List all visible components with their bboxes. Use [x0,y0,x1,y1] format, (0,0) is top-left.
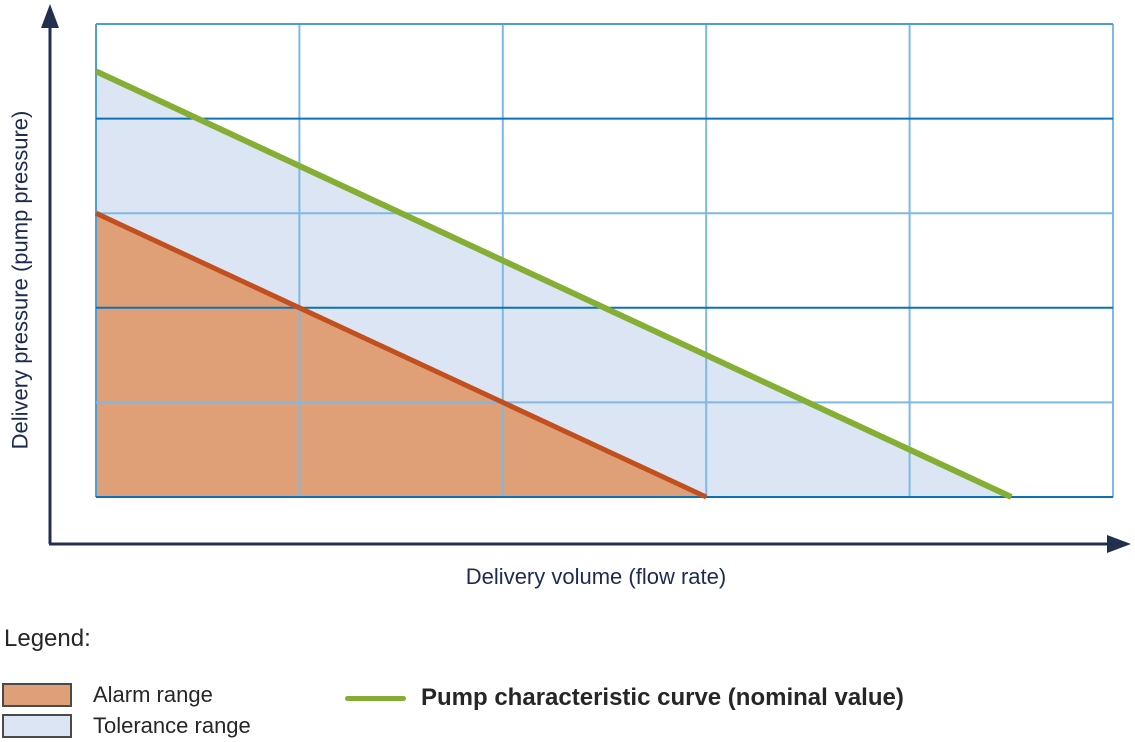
pump-curve-sample-line [345,695,406,701]
x-axis-arrow-icon [1107,535,1131,553]
alarm-range-swatch [2,683,72,707]
legend-item-tolerance-range: Tolerance range [2,713,251,739]
legend-item-alarm-range: Alarm range [2,682,213,708]
alarm-limit-line [94,210,708,500]
y-axis-label-container: Delivery pressure (pump pressure) [4,90,36,470]
pump-curve-label: Pump characteristic curve (nominal value… [421,684,904,711]
tolerance-range-swatch [2,714,72,738]
legend-title: Legend: [4,625,91,652]
x-axis-label: Delivery volume (flow rate) [465,564,727,589]
y-axis-label: Delivery pressure (pump pressure) [7,110,33,450]
y-axis-arrow-icon [41,4,59,28]
legend-item-pump-curve: Pump characteristic curve (nominal value… [345,684,904,712]
alarm-range-label: Alarm range [93,682,213,707]
tolerance-range-label: Tolerance range [93,713,251,738]
pump-characteristic-curve-line [94,68,1013,500]
